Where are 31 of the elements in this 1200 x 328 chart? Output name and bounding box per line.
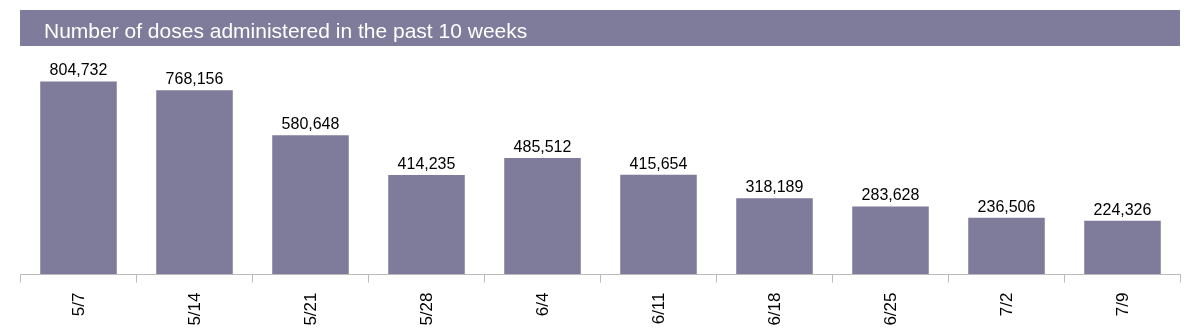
bar (1084, 220, 1161, 275)
data-label: 768,156 (165, 70, 224, 88)
x-tick-label: 7/9 (1113, 292, 1132, 317)
bar (40, 81, 117, 275)
data-label: 318,189 (745, 178, 804, 196)
x-tick-label: 6/18 (765, 292, 784, 326)
x-tick-label: 5/28 (417, 292, 436, 326)
x-tick-label: 6/11 (649, 292, 668, 325)
data-label: 415,654 (629, 154, 688, 172)
bar (388, 175, 465, 275)
x-tick-label: 6/25 (881, 292, 900, 326)
data-label: 236,506 (977, 197, 1036, 215)
bar (852, 206, 929, 275)
x-tick-label: 5/7 (69, 292, 88, 317)
data-label: 580,648 (281, 115, 340, 133)
x-tick-label: 7/2 (997, 292, 1016, 317)
data-label: 224,326 (1093, 200, 1152, 218)
data-label: 283,628 (861, 186, 920, 204)
x-tick-label: 5/21 (301, 292, 320, 326)
data-label: 414,235 (397, 155, 456, 173)
x-tick-label: 5/14 (185, 292, 204, 326)
bar (156, 90, 233, 275)
bar (620, 174, 697, 275)
data-label: 485,512 (513, 138, 572, 155)
bar (504, 158, 581, 275)
bar (968, 217, 1045, 275)
bar (736, 198, 813, 275)
chart-title: Number of doses administered in the past 10 weeks (44, 18, 528, 44)
x-tick-label: 6/4 (533, 292, 552, 317)
bar (272, 135, 349, 275)
data-label: 804,732 (49, 61, 108, 79)
